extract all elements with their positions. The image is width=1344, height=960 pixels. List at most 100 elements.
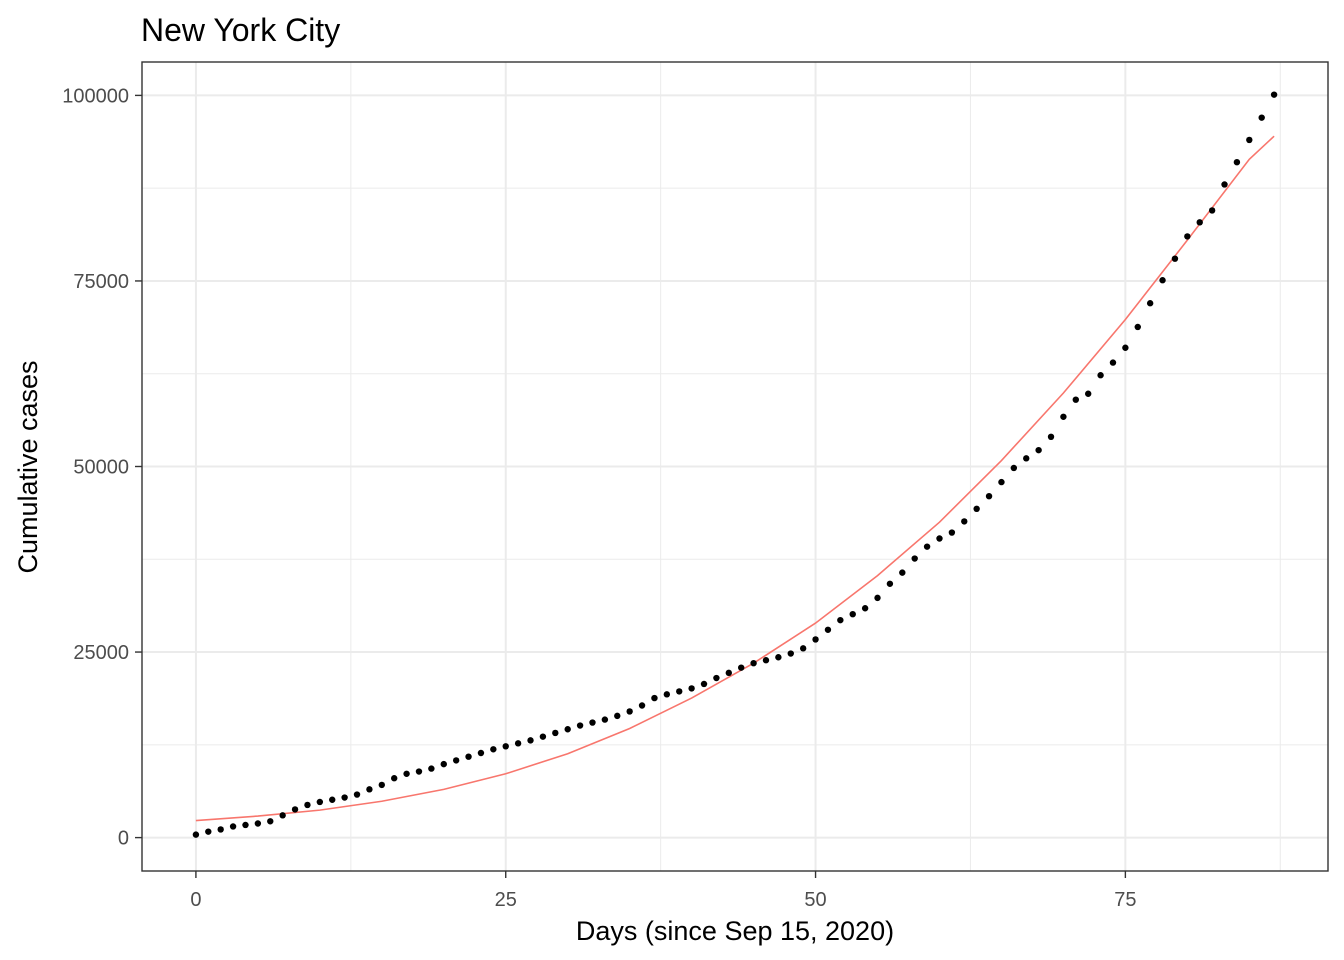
data-point xyxy=(1221,181,1228,188)
data-point xyxy=(787,650,794,657)
data-point xyxy=(1246,136,1253,144)
data-point xyxy=(849,611,856,618)
data-point xyxy=(514,740,522,747)
data-point xyxy=(415,768,423,775)
data-point xyxy=(589,719,596,726)
data-point xyxy=(1122,344,1129,351)
data-point xyxy=(539,733,547,740)
data-point xyxy=(1258,114,1265,121)
data-point xyxy=(1196,219,1203,226)
major-grid xyxy=(142,62,1328,871)
data-point xyxy=(948,529,956,536)
data-point xyxy=(1159,277,1166,284)
data-point xyxy=(552,729,559,737)
data-point xyxy=(304,801,311,809)
x-tick-label: 0 xyxy=(190,889,201,911)
data-point xyxy=(403,770,410,777)
data-point xyxy=(676,688,683,695)
minor-grid xyxy=(142,62,1328,871)
x-axis: 0 25 50 75 xyxy=(190,871,1137,911)
data-point xyxy=(502,743,509,750)
y-tick-label: 75000 xyxy=(73,271,129,293)
y-tick-label: 50000 xyxy=(73,457,129,479)
data-point xyxy=(750,659,757,667)
data-point xyxy=(564,726,571,733)
data-point xyxy=(1270,91,1278,98)
data-point xyxy=(812,636,819,643)
data-point xyxy=(428,765,435,772)
data-point xyxy=(738,664,745,671)
data-point xyxy=(874,594,881,602)
data-point xyxy=(1072,396,1080,403)
data-point xyxy=(861,605,869,612)
data-point xyxy=(279,812,286,819)
data-point xyxy=(899,569,906,576)
data-point xyxy=(1109,359,1117,366)
data-point xyxy=(465,753,472,760)
data-point xyxy=(205,828,212,835)
data-point xyxy=(229,823,237,830)
data-point xyxy=(366,786,373,793)
data-point xyxy=(961,518,968,525)
data-point xyxy=(700,680,708,688)
data-point xyxy=(378,781,385,789)
data-point xyxy=(688,685,695,692)
x-tick-label: 50 xyxy=(804,889,826,911)
data-point xyxy=(242,821,249,829)
points-layer xyxy=(192,91,1278,838)
data-point xyxy=(1171,255,1179,262)
data-point xyxy=(267,818,274,825)
data-point xyxy=(353,791,361,798)
data-point xyxy=(985,492,993,500)
data-point xyxy=(799,645,807,652)
data-point xyxy=(775,654,782,661)
data-point xyxy=(1085,390,1092,397)
data-point xyxy=(452,757,460,764)
data-point xyxy=(638,702,646,709)
data-point xyxy=(490,746,497,753)
data-point xyxy=(725,669,732,677)
data-point xyxy=(1097,372,1104,379)
data-point xyxy=(837,616,844,624)
x-axis-title: Days (since Sep 15, 2020) xyxy=(576,916,894,946)
data-point xyxy=(192,831,200,838)
data-point xyxy=(217,826,224,833)
data-point xyxy=(291,806,299,813)
y-tick-label: 25000 xyxy=(73,642,129,664)
data-point xyxy=(1184,233,1191,240)
data-point xyxy=(316,798,324,806)
data-point xyxy=(1134,323,1141,331)
y-tick-label: 100000 xyxy=(62,85,129,107)
data-point xyxy=(663,691,671,698)
data-point xyxy=(341,794,348,801)
data-point xyxy=(391,775,398,782)
data-point xyxy=(1047,433,1055,441)
data-point xyxy=(651,694,658,702)
data-point xyxy=(1035,446,1042,454)
data-point xyxy=(1060,413,1067,420)
data-point xyxy=(477,749,485,757)
data-point xyxy=(1208,207,1216,214)
x-tick-label: 25 xyxy=(495,889,517,911)
y-axis-title: Cumulative cases xyxy=(13,360,43,573)
data-point xyxy=(614,712,621,720)
data-point xyxy=(1010,464,1018,472)
data-point xyxy=(440,760,447,768)
data-point xyxy=(973,505,980,513)
data-point xyxy=(911,555,918,562)
data-point xyxy=(936,535,943,542)
data-point xyxy=(1146,300,1154,307)
data-point xyxy=(601,716,609,723)
data-point xyxy=(713,674,720,682)
data-point xyxy=(998,478,1005,486)
data-point xyxy=(886,580,894,587)
data-point xyxy=(626,708,633,715)
data-point xyxy=(923,543,931,550)
data-point xyxy=(1233,159,1241,166)
y-tick-label: 0 xyxy=(118,828,129,850)
data-point xyxy=(824,626,832,633)
y-axis: 0 25000 50000 75000 100000 xyxy=(62,85,142,850)
chart-title: New York City xyxy=(141,12,340,48)
